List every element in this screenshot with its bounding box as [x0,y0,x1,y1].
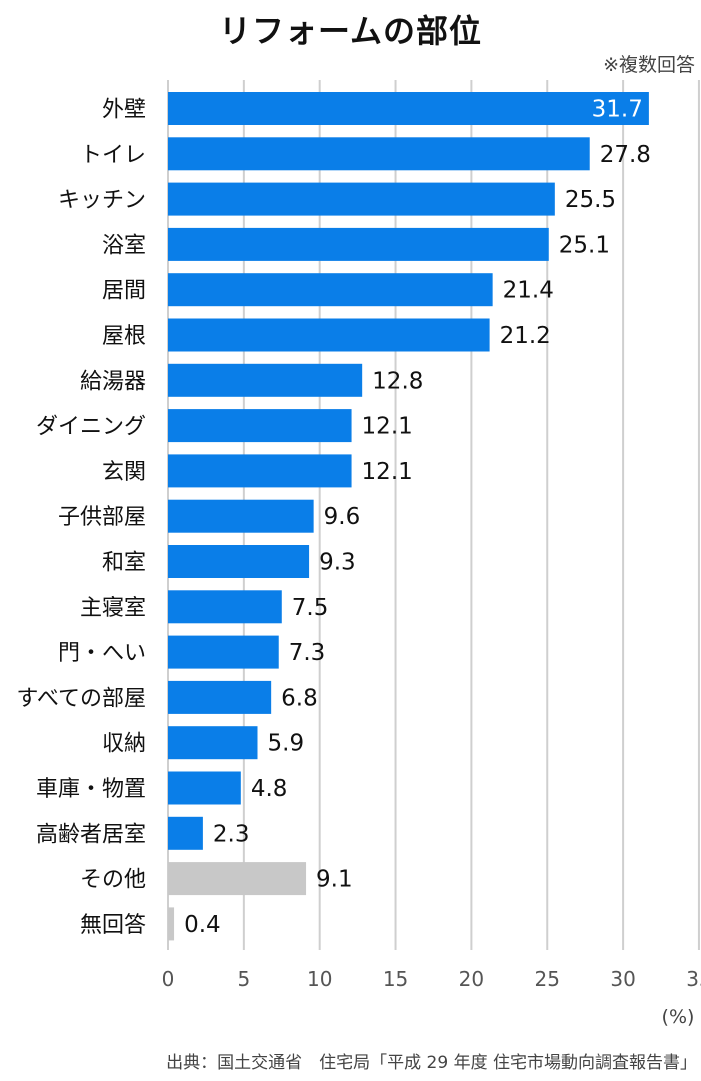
x-tick-label: 25 [535,967,560,991]
chart-title: リフォームの部位 [218,12,483,50]
category-label: その他 [80,868,146,893]
category-label: 高齢者居室 [36,822,146,847]
value-label: 12.1 [362,459,413,485]
value-label: 21.4 [503,278,554,304]
category-label: 車庫・物置 [36,777,146,802]
bar [168,590,282,624]
value-label: 25.1 [559,232,610,258]
category-label: トイレ [80,143,146,168]
source-note: 出典：国土交通省 住宅局「平成 29 年度 住宅市場動向調査報告書」 [166,1053,697,1073]
category-label: 浴室 [102,233,146,258]
bar [168,499,314,533]
category-label: ダイニング [36,415,146,440]
bar [168,363,363,397]
value-label: 7.3 [289,640,326,666]
bar [168,273,493,307]
value-label: 12.1 [362,414,413,440]
bar-chart: 0 5 10 15 20 25 30 35 外壁 31.7 トイレ 27.8 キッチン 25.5 浴室 25.… [16,80,701,1028]
value-label: 5.9 [268,731,305,757]
category-label: 給湯器 [80,369,146,394]
value-label: 0.4 [184,912,221,938]
x-tick-label: 15 [383,967,408,991]
category-label: 門・へい [58,641,146,666]
value-label: 12.8 [372,368,423,394]
x-tick-label: 20 [459,967,484,991]
value-label: 7.5 [292,595,329,621]
bars [168,92,649,941]
category-label: 玄関 [102,460,146,485]
value-label: 4.8 [251,776,288,802]
x-tick-label: 0 [162,967,175,991]
category-label: 屋根 [102,324,146,349]
category-label: 主寝室 [80,596,146,621]
bar [168,635,279,669]
category-label: 無回答 [80,913,146,938]
bar [168,726,258,760]
x-tick-label: 30 [610,967,635,991]
value-label: 2.3 [213,821,250,847]
bar [168,454,352,488]
bar [168,318,490,352]
bar [168,862,307,896]
value-label: 9.3 [319,550,356,576]
bar [168,680,272,714]
category-label: 居間 [102,279,146,304]
value-label: 31.7 [592,97,643,123]
x-tick-label: 10 [307,967,332,991]
labels: 0 5 10 15 20 25 30 35 外壁 31.7 トイレ 27.8 キッチン 25.5 浴室 25.… [16,97,701,992]
value-label: 9.6 [324,504,361,530]
category-label: すべての部屋 [16,686,146,711]
bar [168,816,203,850]
category-label: 和室 [102,551,146,576]
x-tick-label: 5 [237,967,250,991]
value-label: 9.1 [316,867,353,893]
value-label: 6.8 [281,685,318,711]
category-label: 子供部屋 [58,505,146,530]
category-label: 外壁 [102,98,146,123]
x-tick-label: 35 [686,967,701,991]
bar [168,92,649,125]
value-label: 25.5 [565,187,616,213]
x-axis-unit: (%) [662,1006,695,1028]
bar [168,545,310,578]
bar [168,771,241,805]
category-label: 収納 [102,732,146,757]
chart-note: ※複数回答 [603,54,695,76]
bar [168,409,352,443]
bar [168,137,590,171]
value-label: 27.8 [600,142,651,168]
bar [168,227,549,261]
bar [168,907,175,941]
category-label: キッチン [58,188,146,213]
bar [168,182,555,216]
value-label: 21.2 [500,323,551,349]
